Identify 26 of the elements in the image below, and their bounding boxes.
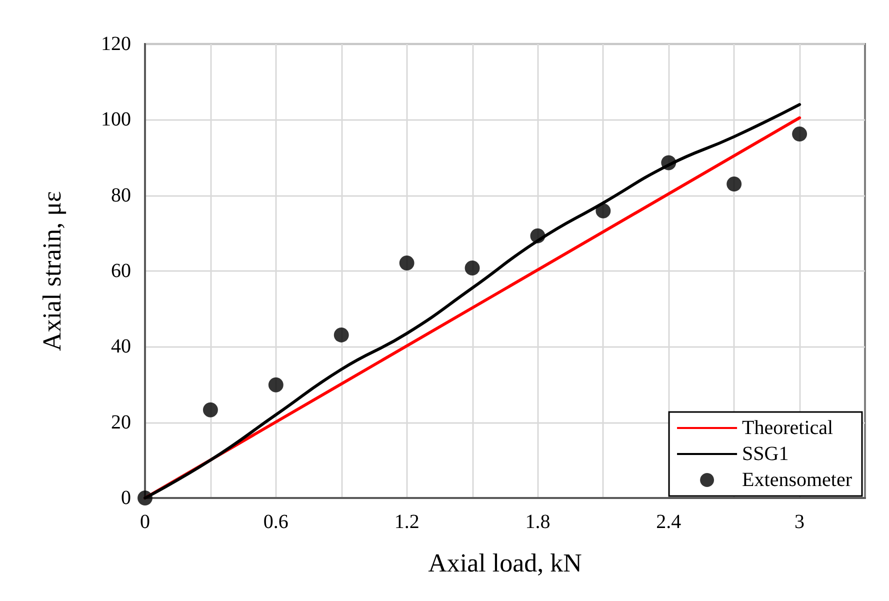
y-tick-label: 40 [111, 336, 131, 358]
point [792, 126, 808, 142]
x-tick-label: 3 [794, 511, 805, 533]
x-tick-label: 0.6 [263, 511, 288, 533]
x-tick-label: 2.4 [656, 511, 682, 533]
x-tick-label: 1.8 [525, 511, 550, 533]
x-tick-label: 1.2 [394, 511, 420, 533]
legend-label: SSG1 [742, 443, 789, 465]
legend-label: Extensometer [742, 469, 852, 491]
y-tick-label: 100 [101, 108, 131, 131]
point [268, 377, 284, 392]
legend-label: Theoretical [742, 417, 834, 439]
x-tick-label: 0 [140, 511, 150, 533]
point [726, 176, 742, 192]
point [399, 256, 414, 271]
y-tick-label: 120 [101, 33, 131, 55]
y-tick-label: 20 [111, 411, 131, 434]
x-axis-title: Axial load, kN [428, 548, 582, 578]
point [202, 402, 218, 418]
point [464, 260, 480, 276]
y-tick-label: 0 [121, 487, 131, 509]
y-axis-title: Axial strain, με [38, 190, 66, 351]
point [334, 327, 349, 342]
y-tick-label: 80 [111, 184, 131, 206]
y-tick-label: 60 [111, 260, 131, 282]
point [596, 203, 611, 218]
